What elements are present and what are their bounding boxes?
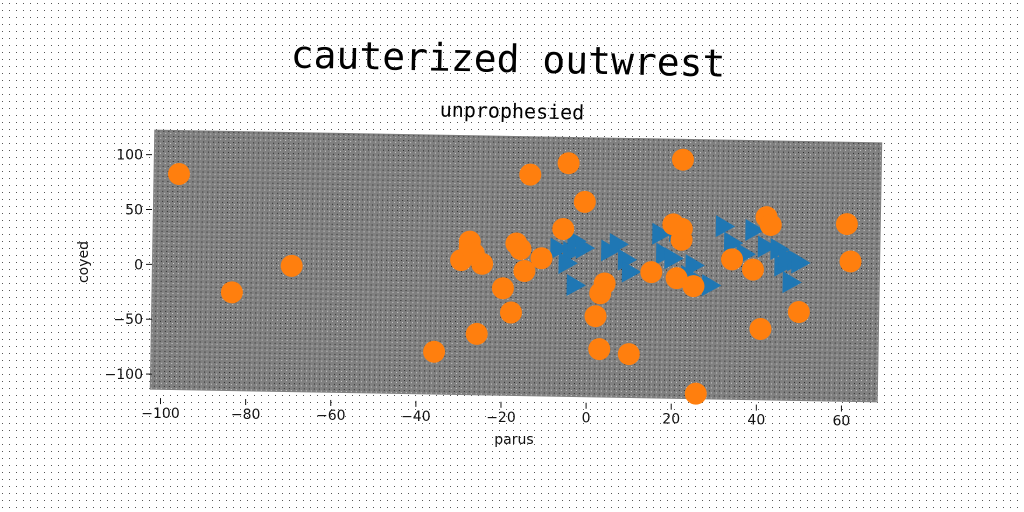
triangle-point-24 bbox=[782, 271, 802, 294]
circle-point-27 bbox=[665, 267, 688, 290]
triangle-point-10 bbox=[652, 222, 672, 245]
circle-point-19 bbox=[573, 190, 596, 213]
triangle-point-16 bbox=[701, 274, 722, 297]
triangle-point-15 bbox=[685, 254, 705, 277]
triangle-point-17 bbox=[715, 215, 736, 238]
x-tick-label: −60 bbox=[316, 408, 346, 424]
circle-point-10 bbox=[491, 277, 514, 300]
figure-title: cauterized outwrest bbox=[290, 32, 726, 85]
circle-point-0 bbox=[167, 163, 190, 186]
circle-point-23 bbox=[593, 272, 616, 295]
circle-point-31 bbox=[682, 275, 705, 298]
circle-point-32 bbox=[684, 382, 707, 405]
circle-point-30 bbox=[671, 148, 694, 171]
circle-point-21 bbox=[588, 338, 611, 361]
triangle-point-18 bbox=[723, 231, 744, 254]
x-axis-label: parus bbox=[494, 432, 533, 448]
triangle-point-9 bbox=[621, 260, 642, 283]
triangle-point-7 bbox=[609, 233, 629, 256]
circle-point-18 bbox=[557, 152, 580, 175]
circle-point-24 bbox=[617, 343, 640, 366]
triangle-point-2 bbox=[558, 251, 578, 274]
x-tick-label: −100 bbox=[141, 406, 179, 422]
circle-point-9 bbox=[471, 252, 494, 275]
circle-point-1 bbox=[220, 281, 243, 304]
scatter-marks bbox=[167, 148, 862, 405]
y-tick-label: −100 bbox=[105, 367, 143, 383]
chart-title: unprophesied bbox=[440, 97, 585, 124]
circle-point-25 bbox=[640, 261, 663, 284]
triangle-point-12 bbox=[664, 247, 684, 270]
circle-point-38 bbox=[787, 301, 810, 324]
circle-point-39 bbox=[835, 213, 858, 236]
circle-point-2 bbox=[280, 254, 303, 277]
circle-point-20 bbox=[584, 305, 607, 328]
y-tick-label: 50 bbox=[125, 203, 143, 219]
y-tick-label: 100 bbox=[116, 148, 143, 164]
triangle-point-27 bbox=[791, 251, 811, 274]
x-tick-label: 40 bbox=[747, 413, 765, 429]
triangle-point-5 bbox=[575, 236, 596, 259]
triangle-point-0 bbox=[550, 237, 570, 260]
y-axis-ticks: −100 −50 0 50 100 bbox=[105, 148, 152, 383]
x-tick-label: 60 bbox=[833, 414, 851, 430]
circle-point-13 bbox=[509, 238, 532, 261]
triangle-point-26 bbox=[778, 246, 799, 269]
plot-area bbox=[149, 129, 883, 405]
circle-point-15 bbox=[519, 163, 542, 186]
circle-point-34 bbox=[741, 258, 764, 281]
triangle-point-4 bbox=[566, 273, 586, 296]
circle-point-16 bbox=[530, 247, 553, 270]
circle-point-3 bbox=[423, 340, 446, 363]
circle-point-17 bbox=[552, 218, 575, 241]
circle-point-8 bbox=[465, 322, 488, 345]
x-tick-label: −20 bbox=[486, 410, 516, 426]
circle-point-40 bbox=[839, 250, 862, 273]
circle-point-33 bbox=[721, 248, 744, 271]
x-tick-label: 0 bbox=[582, 411, 591, 427]
circle-point-35 bbox=[749, 317, 772, 340]
triangle-point-20 bbox=[745, 219, 765, 241]
triangle-point-21 bbox=[757, 235, 778, 258]
circle-point-37 bbox=[759, 213, 782, 236]
circle-point-14 bbox=[513, 260, 536, 283]
y-axis-label: coyed bbox=[76, 241, 92, 283]
x-tick-label: −40 bbox=[401, 409, 431, 425]
y-tick-label: 0 bbox=[134, 257, 143, 273]
y-tick-label: −50 bbox=[113, 312, 143, 328]
x-tick-label: −80 bbox=[231, 407, 261, 423]
circle-point-11 bbox=[499, 301, 522, 324]
circle-point-29 bbox=[670, 217, 693, 240]
x-tick-label: 20 bbox=[662, 412, 680, 428]
x-axis-ticks: −100 −80 −60 −40 −20 0 20 40 60 bbox=[141, 398, 851, 430]
